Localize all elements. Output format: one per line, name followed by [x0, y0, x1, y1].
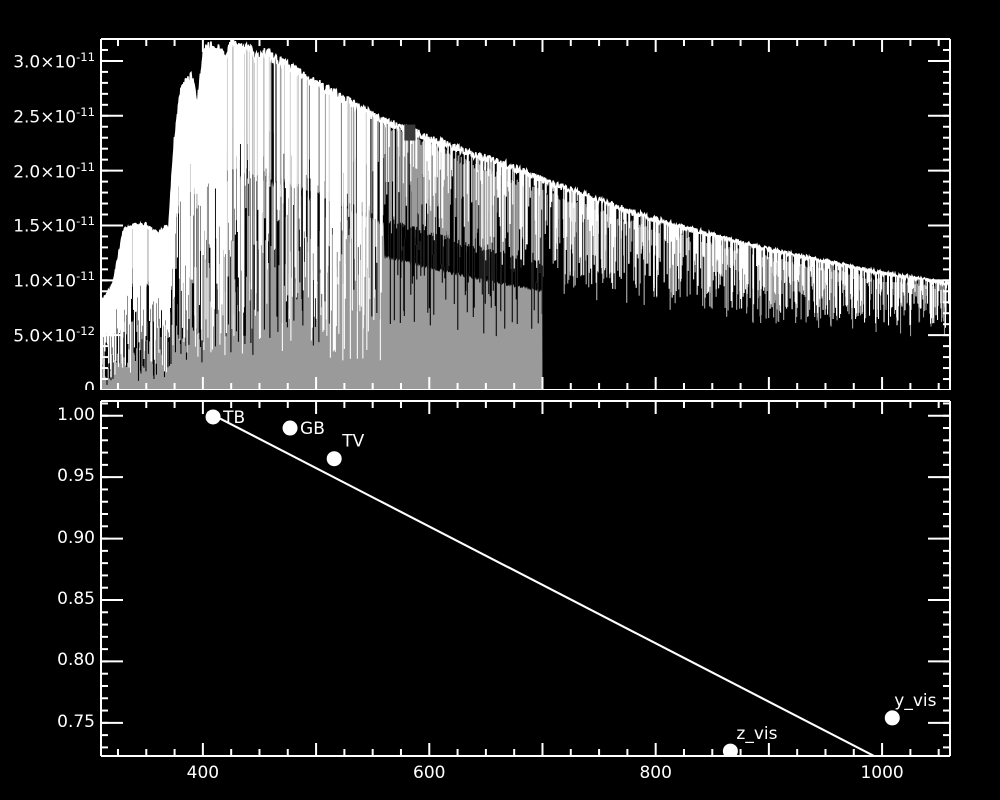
data-point-label-y-vis: y_vis	[894, 691, 936, 711]
throughput-ytick-label: 0.95	[57, 466, 95, 486]
data-point-tv[interactable]	[327, 451, 342, 466]
data-point-label-tv: TV	[341, 432, 364, 452]
throughput-ytick-label: 1.00	[57, 405, 95, 425]
data-point-y-vis[interactable]	[885, 710, 900, 725]
throughput-xtick-label: 1000	[858, 763, 906, 783]
data-point-gb[interactable]	[283, 421, 298, 436]
spectrum-ytick-label: 3.0×10-11	[13, 50, 95, 73]
throughput-ytick-label: 0.85	[57, 589, 95, 609]
spectrum-ytick-label: 1.5×10-11	[13, 214, 95, 237]
data-point-label-tb: TB	[222, 408, 245, 428]
spectrum-ytick-label: 2.0×10-11	[13, 160, 95, 183]
data-point-label-z-vis: z_vis	[736, 724, 777, 744]
throughput-xtick-label: 600	[405, 763, 453, 783]
throughput-xtick-label: 800	[632, 763, 680, 783]
data-point-tb[interactable]	[206, 409, 221, 424]
data-point-label-gb: GB	[300, 419, 325, 439]
throughput-xtick-label: 400	[179, 763, 227, 783]
throughput-ytick-label: 0.80	[57, 650, 95, 670]
spectrum-gap-marker	[404, 125, 415, 141]
spectrum-panel	[0, 0, 1000, 400]
throughput-ytick-label: 0.75	[57, 712, 95, 732]
spectrum-ytick-label: 2.5×10-11	[13, 105, 95, 128]
throughput-ytick-label: 0.90	[57, 528, 95, 548]
figure-canvas: HD156098 3.0×10-112.5×10-112.0×10-111.5×…	[0, 0, 1000, 800]
throughput-panel-background	[0, 390, 1000, 800]
spectrum-ytick-label: 1.0×10-11	[13, 269, 95, 292]
spectrum-ytick-label: 5.0×10-12	[13, 324, 95, 347]
throughput-panel: TB GB TV z_vis y_vis	[0, 390, 1000, 800]
